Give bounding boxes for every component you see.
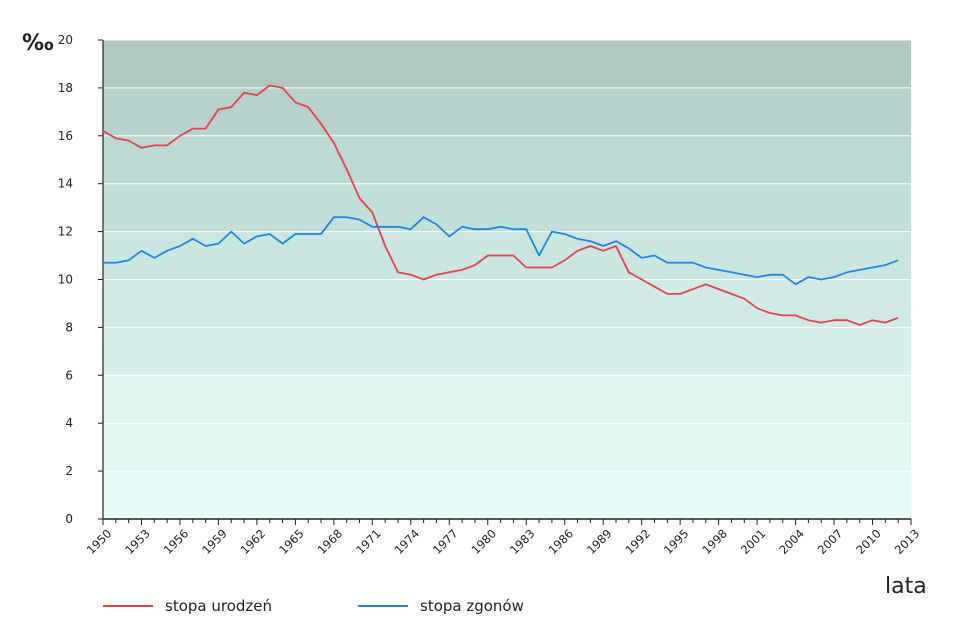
x-tick-label: 2004 bbox=[776, 526, 807, 557]
x-tick-label: 1950 bbox=[84, 526, 115, 557]
legend-label-deaths: stopa zgonów bbox=[420, 597, 524, 615]
series-line-deaths bbox=[103, 216, 899, 286]
x-tick-label: 1953 bbox=[122, 526, 153, 557]
x-tick-label: 2001 bbox=[738, 526, 769, 557]
y-tick-label: 16 bbox=[58, 129, 73, 143]
background-bands bbox=[103, 40, 911, 519]
y-tick-label: 14 bbox=[58, 177, 73, 191]
x-tick-label: 1983 bbox=[507, 526, 538, 557]
grid-lines bbox=[98, 39, 911, 520]
band bbox=[103, 40, 911, 88]
x-tick-label: 1980 bbox=[468, 526, 499, 557]
series-lines bbox=[102, 84, 899, 326]
y-tick-label: 4 bbox=[65, 416, 73, 430]
x-tick-label: 1965 bbox=[276, 526, 307, 557]
y-tick-label: 10 bbox=[58, 273, 73, 287]
y-tick-label: 2 bbox=[65, 464, 73, 478]
x-tick-label: 1998 bbox=[699, 526, 730, 557]
band bbox=[103, 327, 911, 376]
x-tick-label: 2010 bbox=[853, 526, 884, 557]
x-tick-label: 2007 bbox=[815, 526, 846, 557]
band bbox=[103, 135, 911, 184]
band bbox=[103, 471, 911, 519]
x-tick-label: 1989 bbox=[584, 526, 615, 557]
x-tick-label: 1986 bbox=[545, 526, 576, 557]
x-tick-labels: 1950 1953 1956 1959 1962 1965 1968 1971 1974 1977… bbox=[84, 526, 923, 557]
x-tick-label: 2013 bbox=[892, 526, 923, 557]
band bbox=[103, 87, 911, 136]
legend-label-births: stopa urodzeń bbox=[165, 597, 272, 615]
y-tick-label: 18 bbox=[58, 81, 73, 95]
axes bbox=[102, 40, 912, 525]
y-axis-label: ‰ bbox=[22, 31, 54, 56]
band bbox=[103, 183, 911, 232]
series-line-births bbox=[102, 84, 899, 326]
band bbox=[103, 279, 911, 328]
x-tick-label: 1968 bbox=[315, 526, 346, 557]
y-tick-label: 0 bbox=[65, 512, 73, 526]
y-tick-label: 20 bbox=[58, 33, 73, 47]
band bbox=[103, 423, 911, 472]
band bbox=[103, 375, 911, 424]
x-axis-label: lata bbox=[885, 574, 927, 599]
x-tick-label: 1992 bbox=[622, 526, 653, 557]
x-tick-label: 1956 bbox=[161, 526, 192, 557]
y-tick-label: 8 bbox=[65, 320, 73, 334]
x-tick-label: 1977 bbox=[430, 526, 461, 557]
x-tick-label: 1971 bbox=[353, 526, 384, 557]
x-tick-label: 1959 bbox=[199, 526, 230, 557]
y-tick-labels: 0 2 4 6 8 10 12 14 16 18 20 bbox=[58, 33, 73, 526]
x-tick-label: 1974 bbox=[392, 526, 423, 557]
legend: stopa urodzeń stopa zgonów bbox=[103, 597, 524, 615]
y-tick-label: 12 bbox=[58, 225, 73, 239]
x-tick-label: 1995 bbox=[661, 526, 692, 557]
x-tick-label: 1962 bbox=[238, 526, 269, 557]
y-tick-label: 6 bbox=[65, 368, 73, 382]
